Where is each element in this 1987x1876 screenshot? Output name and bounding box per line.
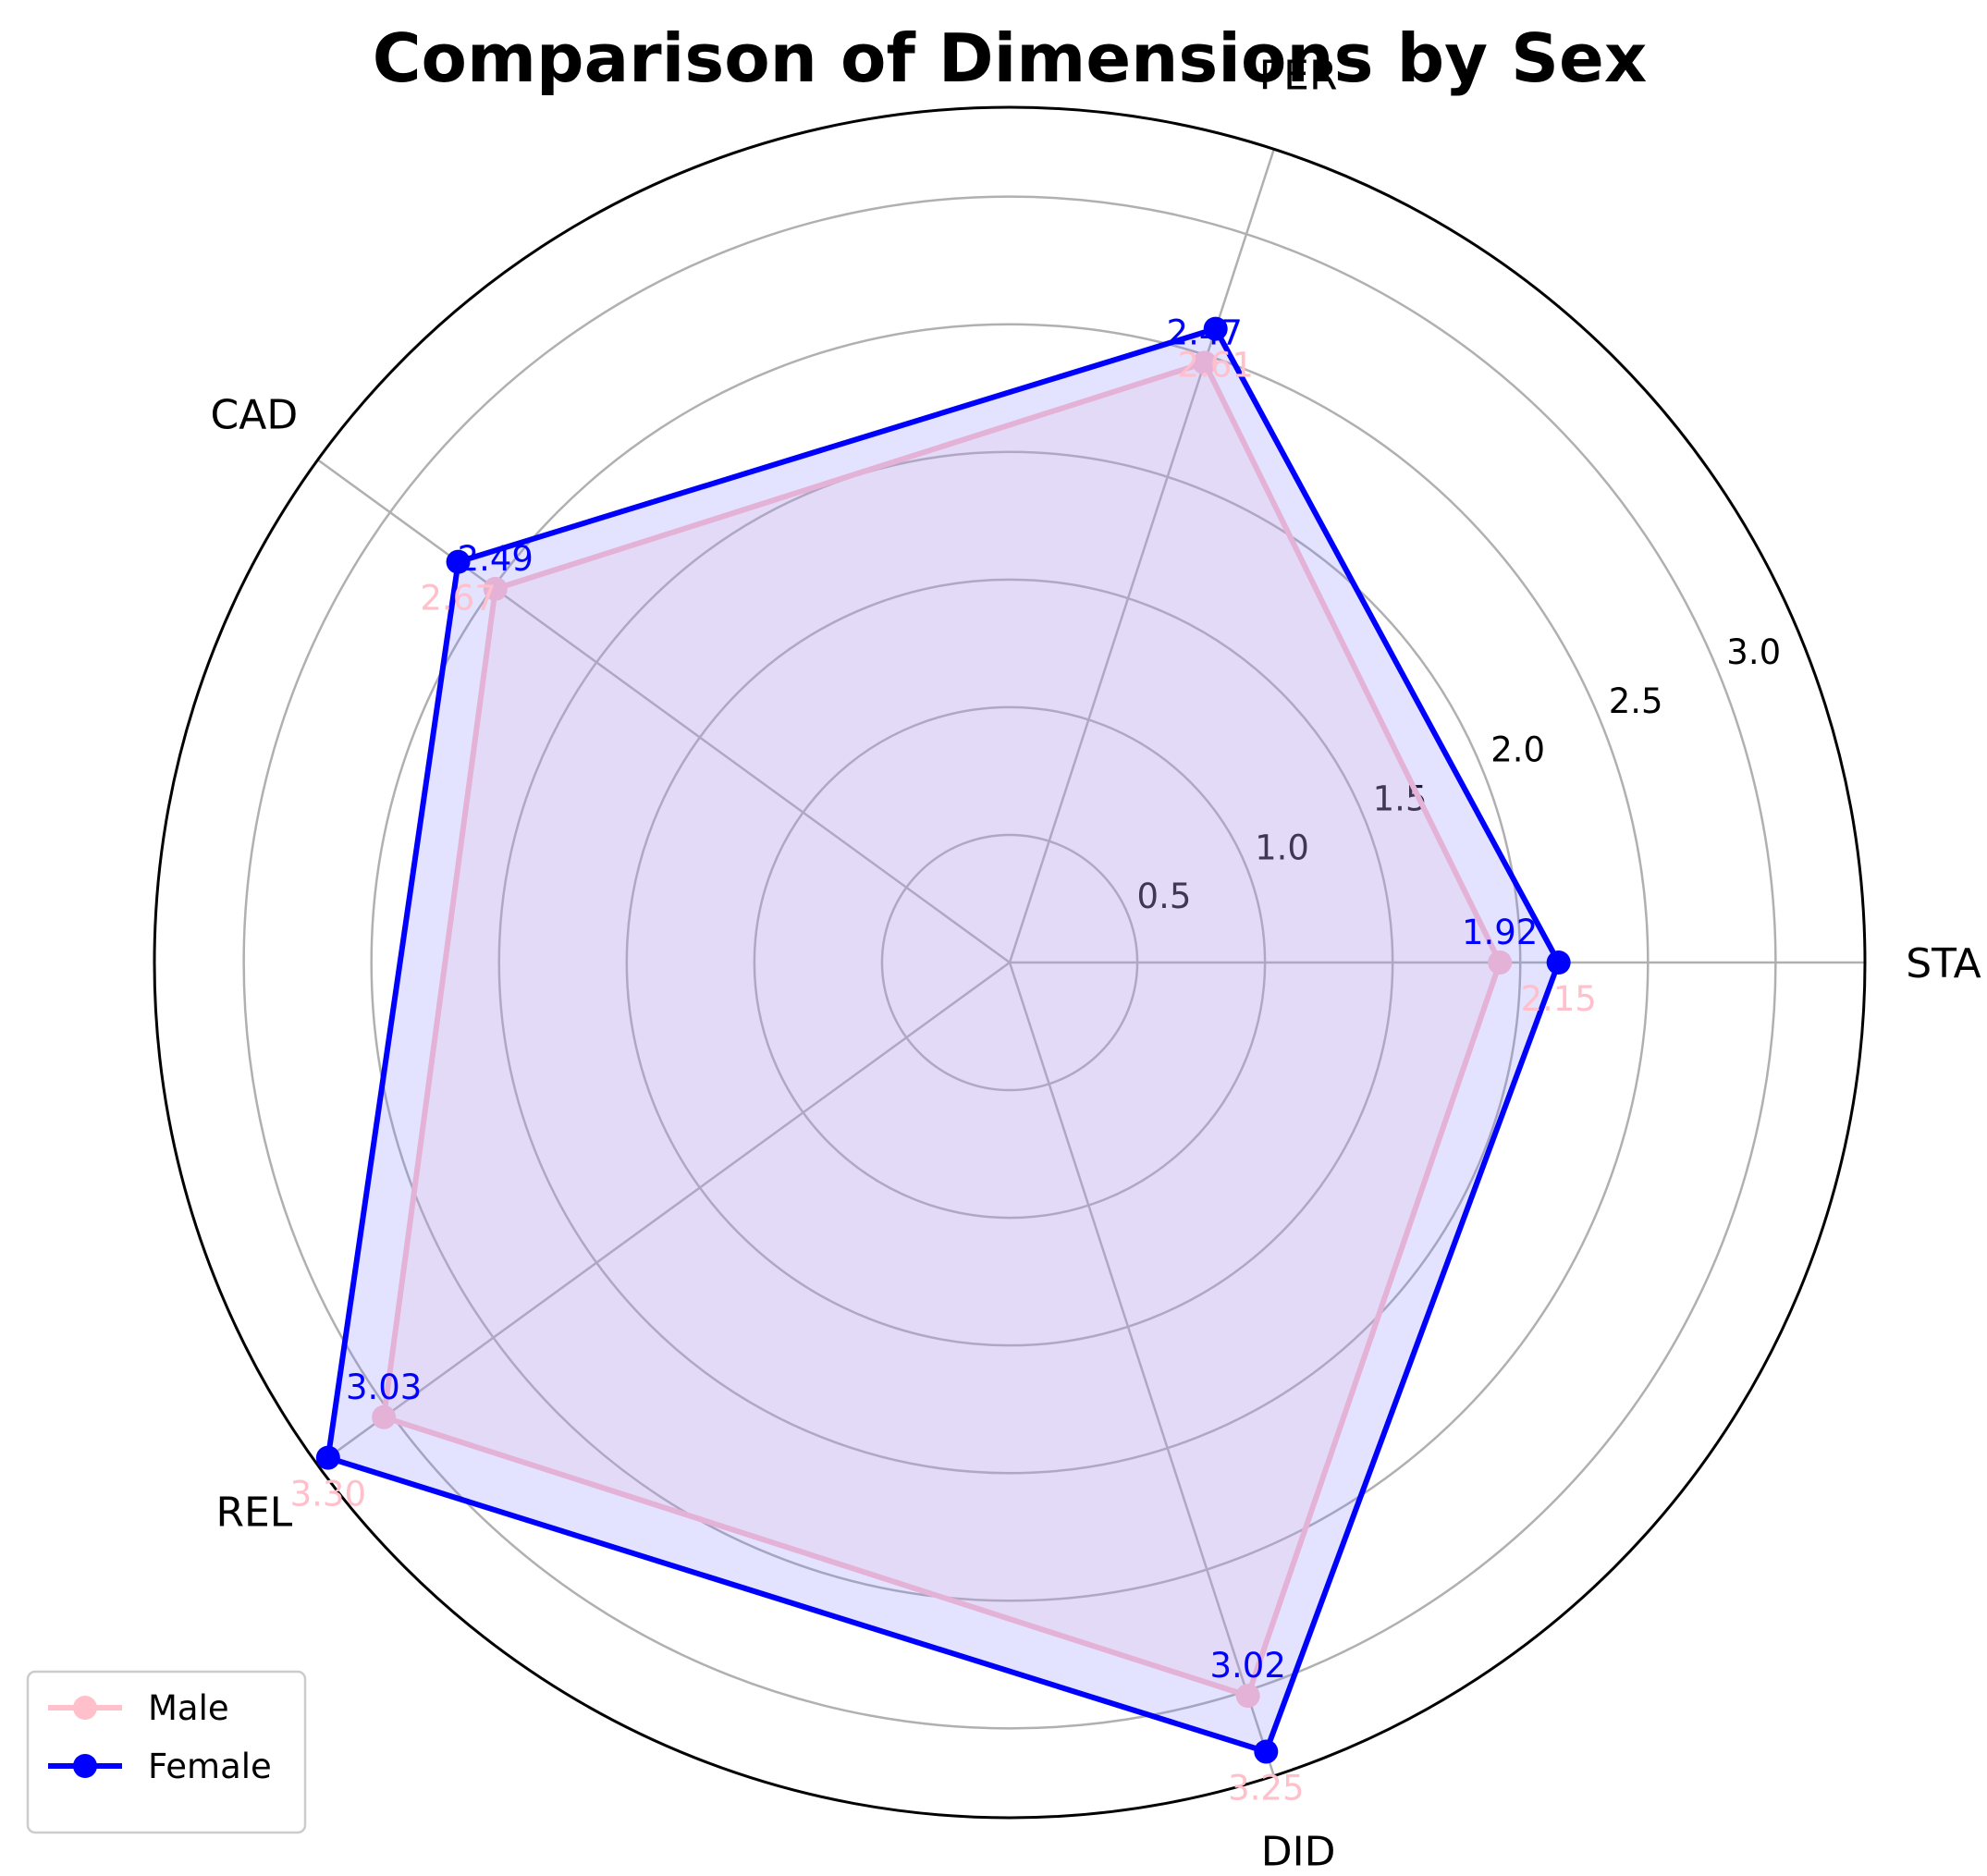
data-label-male-rel: 3.30 xyxy=(290,1475,366,1514)
data-label-female-did: 3.02 xyxy=(1209,1646,1285,1686)
data-label-male-sta: 2.15 xyxy=(1520,979,1596,1019)
legend: Male Female xyxy=(26,1670,307,1834)
category-label-cad: CAD xyxy=(211,391,299,438)
point-female-sta xyxy=(1546,950,1571,975)
polar-frame xyxy=(153,105,1867,1820)
series-line-female xyxy=(325,325,1562,1755)
legend-frame xyxy=(26,1670,307,1834)
data-labels: 1.92 2.47 2.49 3.03 3.02 2.15 2.61 2.67 3.30 3.25 xyxy=(290,313,1597,1808)
radial-tick-label: 2.5 xyxy=(1609,681,1663,721)
radial-tick-label: 0.5 xyxy=(1137,877,1192,916)
series-group xyxy=(315,316,1571,1764)
data-label-female-rel: 3.03 xyxy=(346,1367,422,1407)
data-label-male-did: 3.25 xyxy=(1228,1768,1304,1808)
spoke-cad xyxy=(316,459,1011,964)
point-female-per xyxy=(1203,316,1228,341)
point-male-sta xyxy=(1488,950,1513,975)
category-label-did: DID xyxy=(1261,1829,1336,1871)
point-male-per xyxy=(1192,350,1217,375)
legend-label-male: Male xyxy=(148,1688,229,1728)
series-area-male xyxy=(384,362,1501,1697)
data-label-female-cad: 2.49 xyxy=(458,539,534,579)
radial-tick-label: 3.0 xyxy=(1726,632,1781,672)
point-female-did xyxy=(1254,1739,1279,1764)
spoke-per xyxy=(1008,148,1276,963)
point-male-did xyxy=(1235,1684,1260,1709)
point-female-rel xyxy=(315,1445,340,1470)
point-male-cad xyxy=(483,576,508,601)
radial-tick-label: 1.0 xyxy=(1255,828,1309,867)
point-male-rel xyxy=(372,1404,397,1429)
series-area-female xyxy=(327,328,1559,1752)
data-label-male-cad: 2.67 xyxy=(420,579,496,619)
series-line-male xyxy=(381,360,1503,1699)
point-female-cad xyxy=(446,549,471,574)
chart-title: Comparison of Dimensions by Sex xyxy=(373,19,1648,97)
spoke-did xyxy=(1008,962,1276,1777)
legend-label-female: Female xyxy=(148,1747,272,1786)
data-label-female-per: 2.47 xyxy=(1167,313,1243,352)
category-label-per: PER xyxy=(1259,52,1338,99)
data-label-female-sta: 1.92 xyxy=(1462,913,1538,952)
legend-marker-male xyxy=(73,1696,97,1720)
legend-marker-female xyxy=(73,1754,97,1778)
category-label-rel: REL xyxy=(215,1490,292,1537)
category-labels: STA PER CAD REL DID xyxy=(211,52,1981,1875)
radial-tick-label: 2.0 xyxy=(1490,730,1545,770)
data-label-male-per: 2.61 xyxy=(1178,346,1254,386)
spoke-rel xyxy=(316,961,1011,1466)
category-label-sta: STA xyxy=(1906,940,1981,987)
